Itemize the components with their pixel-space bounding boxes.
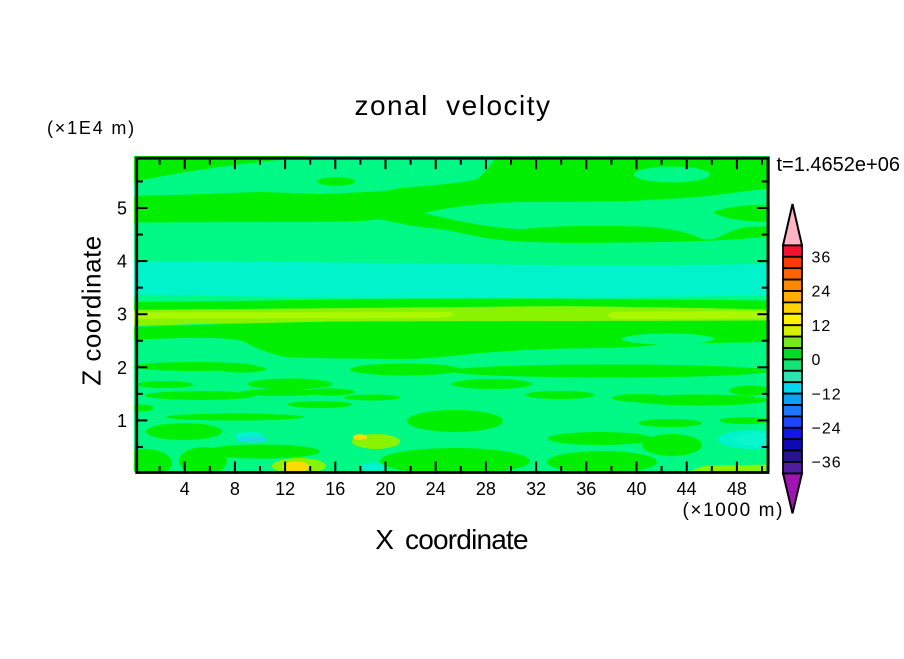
svg-text:12: 12 xyxy=(812,318,832,335)
svg-text:t=1.4652e+06: t=1.4652e+06 xyxy=(777,154,900,176)
svg-text:2: 2 xyxy=(117,358,127,378)
svg-text:48: 48 xyxy=(727,479,747,499)
svg-text:X coordinate: X coordinate xyxy=(375,524,528,555)
svg-text:3: 3 xyxy=(117,305,127,325)
svg-text:−36: −36 xyxy=(812,455,842,472)
svg-text:−24: −24 xyxy=(812,421,842,438)
svg-text:5: 5 xyxy=(117,199,127,219)
svg-text:0: 0 xyxy=(812,352,822,369)
svg-text:24: 24 xyxy=(812,284,832,301)
svg-text:8: 8 xyxy=(230,479,240,499)
svg-text:−12: −12 xyxy=(812,386,842,403)
svg-text:1: 1 xyxy=(117,411,127,431)
svg-text:32: 32 xyxy=(526,479,546,499)
svg-text:12: 12 xyxy=(275,479,295,499)
svg-text:36: 36 xyxy=(812,250,832,267)
svg-text:(×1000 m): (×1000 m) xyxy=(682,500,784,521)
svg-text:28: 28 xyxy=(476,479,496,499)
svg-text:24: 24 xyxy=(426,479,446,499)
svg-text:36: 36 xyxy=(576,479,596,499)
svg-text:40: 40 xyxy=(626,479,646,499)
svg-text:20: 20 xyxy=(375,479,395,499)
svg-text:zonal velocity: zonal velocity xyxy=(354,90,551,121)
svg-text:44: 44 xyxy=(677,479,697,499)
svg-text:4: 4 xyxy=(180,479,190,499)
svg-text:4: 4 xyxy=(117,252,127,272)
svg-text:16: 16 xyxy=(325,479,345,499)
svg-text:Z coordinate: Z coordinate xyxy=(77,235,107,386)
svg-text:(×1E4 m): (×1E4 m) xyxy=(47,118,136,138)
